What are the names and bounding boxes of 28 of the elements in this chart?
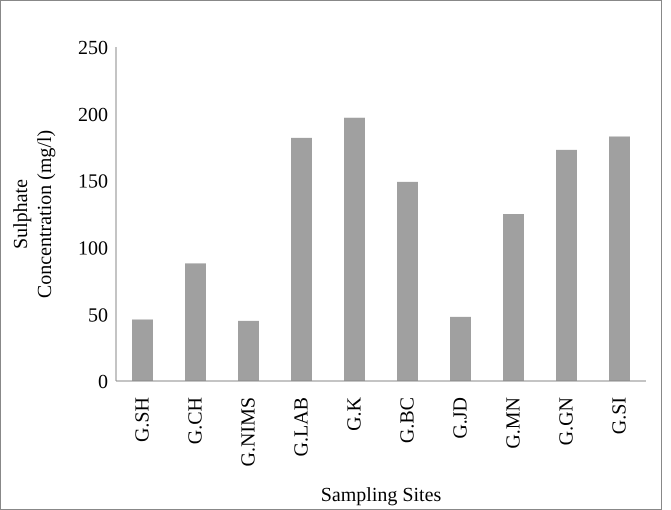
x-tick-label: G.BC <box>396 397 418 444</box>
y-tick-label: 200 <box>78 104 108 126</box>
x-tick-label: G.NIMS <box>238 397 260 466</box>
bar <box>397 182 418 381</box>
bar <box>344 118 365 381</box>
bar <box>238 320 259 381</box>
x-tick-label: G.MN <box>502 397 524 449</box>
bar <box>450 316 471 381</box>
x-tick-label: G.JD <box>450 397 472 439</box>
x-tick-label: G.GN <box>556 397 578 446</box>
bar <box>556 150 577 381</box>
x-tick-label: G.CH <box>184 397 206 444</box>
y-tick-label: 250 <box>78 37 108 60</box>
x-tick-label: G.K <box>344 396 366 431</box>
bar <box>185 263 206 381</box>
bar <box>503 214 524 381</box>
x-tick-label: G.SH <box>132 397 154 442</box>
y-tick-label: 0 <box>98 371 108 394</box>
y-axis-title: Sulphate Concentration (mg/l) <box>10 130 56 298</box>
x-tick-label: G.LAB <box>290 397 312 456</box>
y-tick-label: 100 <box>78 238 108 260</box>
bar <box>609 136 630 381</box>
x-axis-title: Sampling Sites <box>320 484 442 506</box>
x-tick-label: G.SI <box>608 397 630 434</box>
y-tick-label: 50 <box>88 304 108 326</box>
bar <box>291 138 312 381</box>
bar <box>132 320 153 381</box>
y-tick-label: 150 <box>78 170 108 193</box>
